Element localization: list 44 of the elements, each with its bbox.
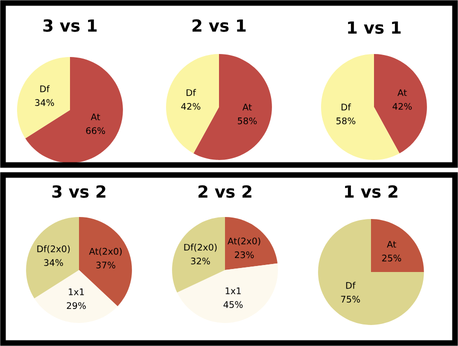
slice-label: At(2x0) (228, 237, 260, 246)
chart-title: 1 vs 2 (345, 185, 398, 198)
data-label: 34% (35, 99, 54, 106)
slice-label: Df (40, 85, 50, 92)
slice-label: Df(2x0) (184, 244, 217, 252)
data-label: 34% (44, 259, 64, 266)
pie-slice (318, 219, 424, 325)
chart-title: 2 vs 2 (198, 185, 252, 198)
slice-label: 1x1 (68, 288, 84, 296)
pie-slice (225, 217, 278, 270)
slice-label: At (397, 89, 407, 96)
chart-title: 2 vs 1 (192, 19, 246, 32)
data-label: 75% (341, 296, 360, 303)
slice-label: At(2x0) (89, 248, 122, 256)
slice-label: 1x1 (226, 288, 241, 294)
chart-title: 3 vs 1 (43, 19, 97, 32)
pie-slice (166, 54, 219, 154)
pie-slice (172, 217, 225, 293)
data-label: 29% (66, 302, 86, 310)
slice-label: Df (346, 282, 356, 289)
data-label: 23% (234, 251, 254, 258)
pie-slice (177, 263, 278, 323)
pie-slice (34, 270, 118, 323)
chart-title: 1 vs 1 (348, 21, 401, 34)
data-label: 66% (86, 127, 106, 134)
data-label: 58% (238, 117, 257, 124)
data-label: 58% (336, 117, 356, 124)
pie-slice (17, 57, 70, 138)
chart-title: 3 vs 2 (52, 185, 106, 198)
data-label: 42% (392, 102, 412, 110)
data-label: 37% (96, 262, 116, 268)
data-label: 42% (181, 102, 200, 110)
data-label: 25% (382, 254, 402, 262)
data-label: 32% (191, 258, 210, 264)
slice-label: Df (186, 89, 196, 96)
slice-label: At (90, 114, 100, 120)
pie-slice (371, 219, 424, 272)
slice-label: At (242, 104, 252, 110)
pie-slice (25, 57, 123, 163)
data-label: 45% (224, 301, 243, 308)
pie-slice (374, 54, 427, 154)
slice-label: At (386, 240, 396, 248)
slice-label: Df (342, 104, 352, 110)
slice-label: Df(2x0) (37, 245, 70, 254)
